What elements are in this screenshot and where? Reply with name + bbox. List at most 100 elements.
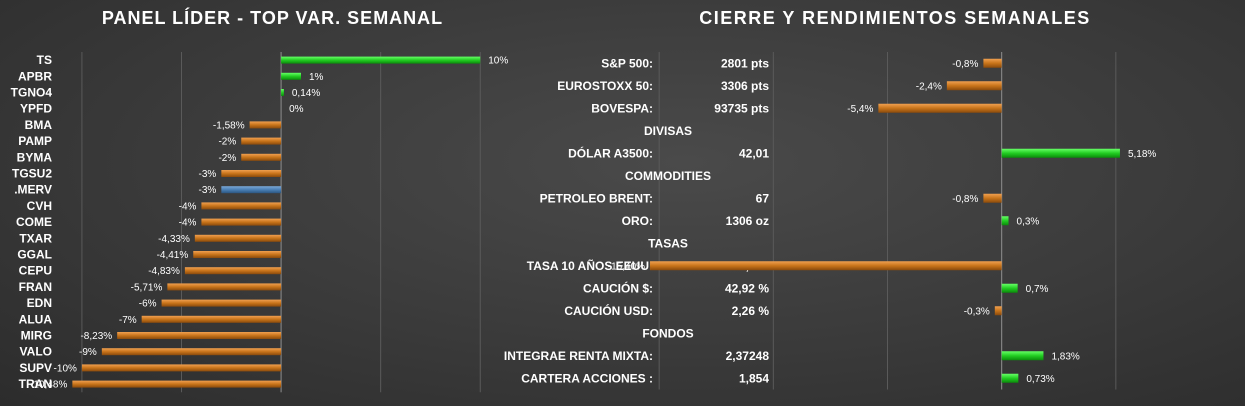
right-bar xyxy=(878,103,1002,113)
indicator-value: 67 xyxy=(756,191,770,205)
left-bar xyxy=(194,234,282,242)
left-bar xyxy=(221,170,282,177)
left-bar xyxy=(117,332,282,339)
right-data-label: -0,8% xyxy=(952,194,978,205)
left-category-label: TRAN xyxy=(19,377,52,391)
left-category-label: CEPU xyxy=(19,264,52,278)
left-data-label: 1% xyxy=(309,72,324,83)
indicator-value: 3306 pts xyxy=(721,79,769,93)
right-bar xyxy=(1001,373,1019,383)
left-category-label: GGAL xyxy=(17,248,52,262)
left-bar xyxy=(241,137,282,145)
right-data-label: -0,8% xyxy=(952,59,978,70)
left-bar xyxy=(141,315,282,323)
left-bar xyxy=(101,348,282,356)
left-bar xyxy=(241,153,282,161)
left-data-label: -10,48% xyxy=(30,380,67,391)
right-bar xyxy=(650,261,1002,271)
right-bar xyxy=(946,81,1002,91)
indicator-label: TASA 10 AÑOS EEUU: xyxy=(527,258,653,273)
indicator-label: CARTERA ACCIONES : xyxy=(521,371,653,385)
left-data-label: -6% xyxy=(139,299,157,310)
left-bar xyxy=(249,121,282,129)
left-data-label: -2% xyxy=(218,137,236,148)
left-data-label: -9% xyxy=(79,347,97,358)
section-header: DIVISAS xyxy=(644,124,692,138)
left-data-label: -4,41% xyxy=(157,250,189,261)
left-bar xyxy=(72,380,282,388)
left-bar xyxy=(193,251,282,258)
left-bar xyxy=(81,364,282,372)
indicator-value: 2801 pts xyxy=(721,56,769,70)
left-category-label: COME xyxy=(16,215,52,229)
left-category-label: SUPV xyxy=(19,361,52,375)
right-data-label: -15,40% xyxy=(608,261,645,272)
left-category-label: PAMP xyxy=(18,134,52,148)
left-data-label: -10% xyxy=(54,363,77,374)
left-category-label: .MERV xyxy=(14,183,52,197)
right-bar xyxy=(994,306,1002,316)
left-category-label: APBR xyxy=(18,69,52,83)
right-data-label: -2,4% xyxy=(916,81,942,92)
right-chart-marks: S&P 500: 2801 pts -0,8% EUROSTOXX 50: 3306 p… xyxy=(504,56,1157,385)
indicator-value: 93735 pts xyxy=(714,101,769,115)
section-header: COMMODITIES xyxy=(625,169,711,183)
left-category-label: BMA xyxy=(25,118,53,132)
left-category-label: BYMA xyxy=(17,150,53,164)
left-category-label: TGNO4 xyxy=(11,86,53,100)
right-bar xyxy=(1001,216,1009,226)
left-data-label: 10% xyxy=(488,56,508,67)
left-bar xyxy=(221,186,282,194)
left-data-label: 0% xyxy=(289,104,304,115)
left-data-label: -4,83% xyxy=(148,266,180,277)
indicator-label: EUROSTOXX 50: xyxy=(557,79,653,93)
indicator-label: BOVESPA: xyxy=(591,101,653,115)
indicator-value: 1306 oz xyxy=(726,214,769,228)
left-bar xyxy=(184,267,282,275)
left-data-label: -7% xyxy=(119,315,137,326)
indicator-value: 42,92 % xyxy=(725,281,769,295)
left-category-label: CVH xyxy=(27,199,52,213)
left-bar xyxy=(281,89,284,96)
left-data-label: 0,14% xyxy=(292,88,320,99)
left-category-label: YPFD xyxy=(20,102,52,116)
right-data-label: 0,73% xyxy=(1026,374,1054,385)
left-category-label: MIRG xyxy=(21,329,52,343)
left-category-label: FRAN xyxy=(19,280,52,294)
left-bar xyxy=(167,283,282,291)
indicator-value: 2,26 % xyxy=(732,304,770,318)
indicator-label: S&P 500: xyxy=(601,56,653,70)
right-data-label: -5,4% xyxy=(847,104,873,115)
left-data-label: -1,58% xyxy=(213,120,245,131)
left-data-label: -4% xyxy=(179,218,197,229)
left-chart-title: PANEL LÍDER - TOP VAR. SEMANAL xyxy=(101,8,444,28)
left-data-label: -4% xyxy=(179,201,197,212)
left-bar xyxy=(201,218,282,226)
left-category-label: TS xyxy=(37,53,52,67)
section-header: TASAS xyxy=(648,236,688,250)
right-data-label: 1,83% xyxy=(1051,351,1079,362)
indicator-label: ORO: xyxy=(622,214,653,228)
left-category-label: VALO xyxy=(20,345,52,359)
indicator-value: 42,01 xyxy=(739,146,769,160)
indicator-value: 1,854 xyxy=(739,371,769,385)
left-data-label: -3% xyxy=(199,169,217,180)
right-bar xyxy=(983,58,1002,68)
right-data-label: 0,3% xyxy=(1017,216,1040,227)
right-data-label: 5,18% xyxy=(1128,149,1156,160)
right-data-label: 0,7% xyxy=(1026,284,1049,295)
left-category-label: ALUA xyxy=(19,312,53,326)
left-bar xyxy=(281,72,301,80)
right-chart-title: CIERRE Y RENDIMIENTOS SEMANALES xyxy=(699,8,1091,28)
left-data-label: -8,23% xyxy=(80,331,112,342)
section-header: FONDOS xyxy=(642,326,693,340)
left-data-label: -5,71% xyxy=(131,282,163,293)
left-category-label: EDN xyxy=(27,296,52,310)
right-bar xyxy=(983,193,1002,203)
indicator-label: CAUCIÓN $: xyxy=(583,280,653,295)
indicator-label: PETROLEO BRENT: xyxy=(540,191,653,205)
indicator-label: DÓLAR A3500: xyxy=(568,145,653,160)
left-chart-marks: TS 10% APBR 1% TGNO4 0,14% YPFD 0% BMA -1,58% PAMP… xyxy=(11,53,509,391)
right-bar xyxy=(1001,283,1018,293)
